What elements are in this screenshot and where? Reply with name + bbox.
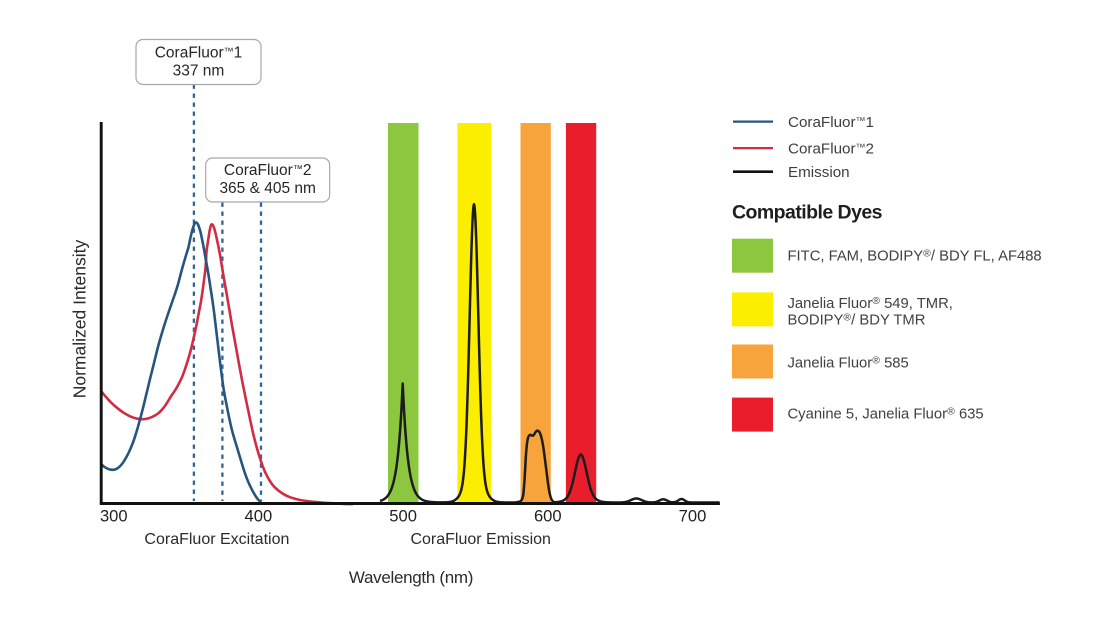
svg-text:300: 300 <box>100 507 128 526</box>
svg-text:700: 700 <box>679 507 707 526</box>
svg-text:500: 500 <box>389 507 417 526</box>
svg-text:Compatible Dyes: Compatible Dyes <box>732 202 883 224</box>
svg-text:365 & 405 nm: 365 & 405 nm <box>219 180 316 197</box>
svg-text:CoraFluor Excitation: CoraFluor Excitation <box>144 531 289 548</box>
svg-text:337 nm: 337 nm <box>173 63 225 80</box>
svg-text:CoraFluor™2: CoraFluor™2 <box>788 141 874 158</box>
svg-text:Wavelength (nm): Wavelength (nm) <box>349 568 473 587</box>
svg-text:400: 400 <box>245 507 273 526</box>
svg-text:Cyanine 5, Janelia Fluor® 635: Cyanine 5, Janelia Fluor® 635 <box>788 406 984 423</box>
svg-text:Janelia Fluor® 549, TMR,: Janelia Fluor® 549, TMR, <box>788 295 953 312</box>
svg-text:600: 600 <box>534 507 562 526</box>
svg-text:Emission: Emission <box>788 164 850 181</box>
svg-text:CoraFluor™1: CoraFluor™1 <box>155 45 243 62</box>
svg-text:BODIPY®/ BDY TMR: BODIPY®/ BDY TMR <box>788 312 926 329</box>
svg-text:FITC, FAM, BODIPY®/ BDY FL, AF: FITC, FAM, BODIPY®/ BDY FL, AF488 <box>788 248 1042 265</box>
svg-text:CoraFluor™1: CoraFluor™1 <box>788 114 874 131</box>
svg-text:Janelia Fluor® 585: Janelia Fluor® 585 <box>788 355 909 372</box>
svg-text:CoraFluor Emission: CoraFluor Emission <box>410 531 550 548</box>
svg-text:CoraFluor™2: CoraFluor™2 <box>224 162 312 179</box>
svg-text:Normalized Intensity: Normalized Intensity <box>70 239 90 398</box>
